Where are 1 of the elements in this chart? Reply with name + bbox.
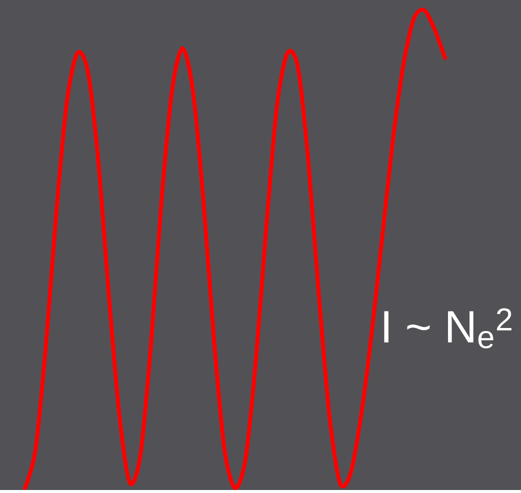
annotation: I ~ N$_{e}$$^{2}$ xyxy=(384,308,512,348)
